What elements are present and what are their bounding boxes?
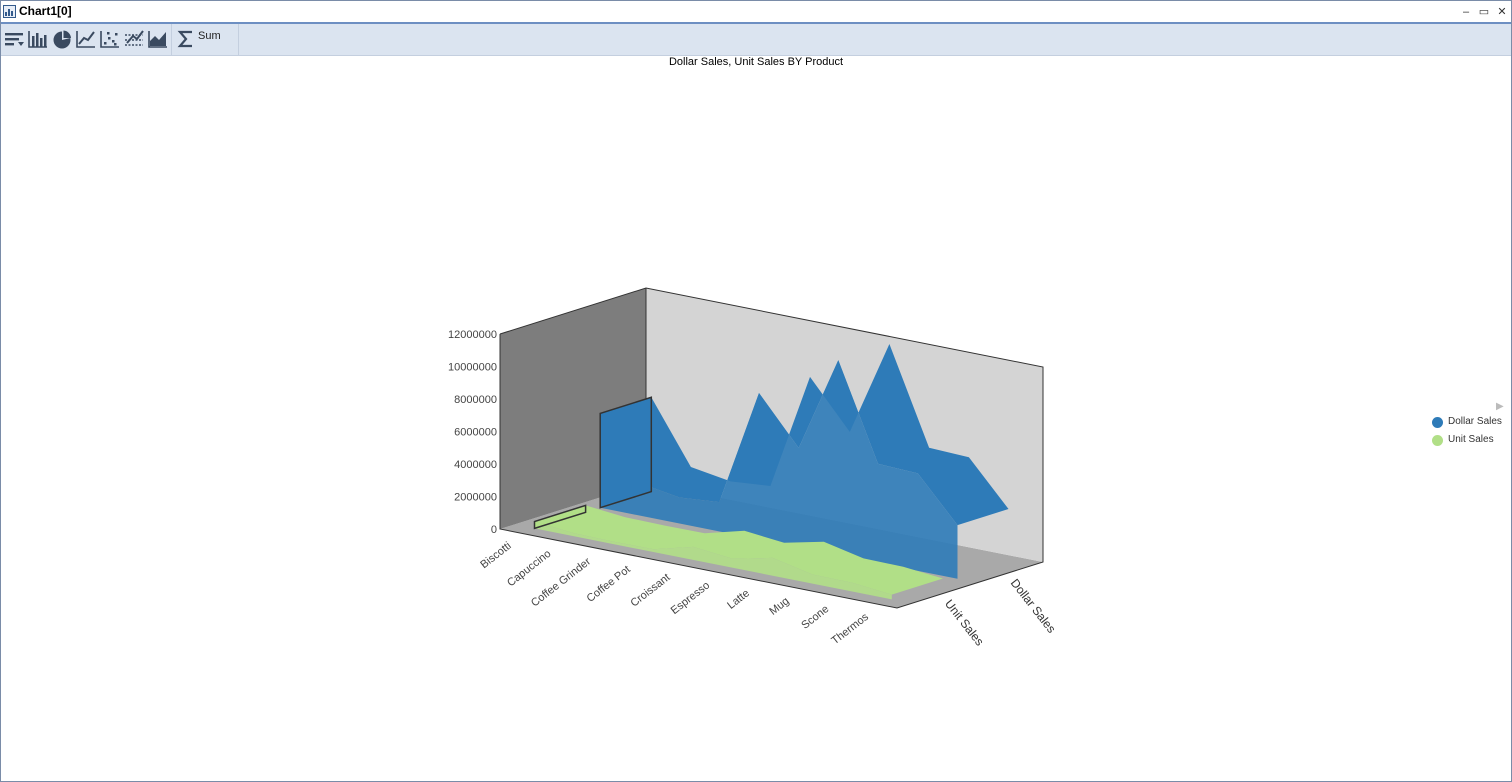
series-front-face: [600, 360, 958, 579]
line-chart-button[interactable]: [75, 27, 97, 51]
line-chart-icon: [76, 31, 95, 48]
pie-chart-button[interactable]: [51, 27, 73, 51]
category-label: Espresso: [669, 579, 713, 617]
legend-scroll-arrow[interactable]: ▶: [1496, 401, 1504, 412]
area-chart-button[interactable]: [147, 27, 169, 51]
chart-toolbar: Sum: [1, 24, 1511, 56]
series-top-surface: [534, 505, 943, 595]
series-end-cap: [599, 396, 653, 509]
scatter-chart-button[interactable]: [99, 27, 121, 51]
restore-button[interactable]: ▭: [1478, 6, 1490, 18]
y-tick-label: 10000000: [448, 362, 497, 374]
series-front-face: [534, 521, 892, 600]
category-label: Latte: [725, 587, 752, 612]
bar-chart-icon: [28, 31, 47, 48]
sum-label[interactable]: Sum: [198, 30, 221, 42]
category-label: Mug: [767, 595, 791, 618]
series-axis-label: Dollar Sales: [1008, 576, 1059, 636]
sort-button[interactable]: [3, 27, 25, 51]
category-label: Thermos: [829, 611, 871, 647]
y-tick-label: 0: [491, 524, 497, 536]
bar-chart-button[interactable]: [27, 27, 49, 51]
window-title: Chart1[0]: [19, 4, 72, 18]
close-button[interactable]: ✕: [1497, 6, 1507, 18]
legend-swatch-dollar-sales: [1432, 417, 1443, 428]
y-tick-label: 2000000: [454, 492, 497, 504]
legend-label-unit-sales: Unit Sales: [1448, 434, 1494, 445]
sum-button[interactable]: [175, 27, 197, 51]
series-layer: [533, 344, 1009, 600]
chart-app-icon: [3, 5, 16, 18]
sigma-icon: [177, 30, 192, 48]
y-tick-label: 6000000: [454, 427, 497, 439]
title-bar: Chart1[0] – ▭ ✕: [1, 1, 1511, 24]
chart-title: Dollar Sales, Unit Sales BY Product: [668, 56, 844, 68]
y-tick-label: 4000000: [454, 459, 497, 471]
category-label: Coffee Pot: [585, 564, 633, 605]
pie-chart-icon: [53, 30, 71, 49]
area-chart-icon: [148, 31, 167, 48]
y-tick-label: 8000000: [454, 394, 497, 406]
category-label: Capuccino: [505, 548, 553, 589]
legend-swatch-unit-sales: [1432, 435, 1443, 446]
scatter-chart-icon: [100, 31, 119, 48]
series-axis-label: Unit Sales: [942, 597, 987, 649]
legend-label-dollar-sales: Dollar Sales: [1448, 416, 1502, 427]
series-end-cap: [533, 504, 587, 530]
series-top-surface: [600, 344, 1009, 526]
multi-line-icon: [125, 30, 144, 46]
multi-line-chart-button[interactable]: [123, 27, 145, 51]
category-label: Biscotti: [478, 540, 513, 571]
sum-group: [171, 24, 239, 55]
sort-icon: [5, 33, 24, 46]
category-label: Scone: [799, 603, 831, 632]
y-tick-label: 12000000: [448, 329, 497, 341]
y-axis-tick-labels: 0 2000000 4000000 6000000 8000000 10000000 120…: [448, 329, 497, 536]
minimize-button[interactable]: –: [1462, 6, 1470, 18]
category-label: Croissant: [628, 571, 672, 609]
